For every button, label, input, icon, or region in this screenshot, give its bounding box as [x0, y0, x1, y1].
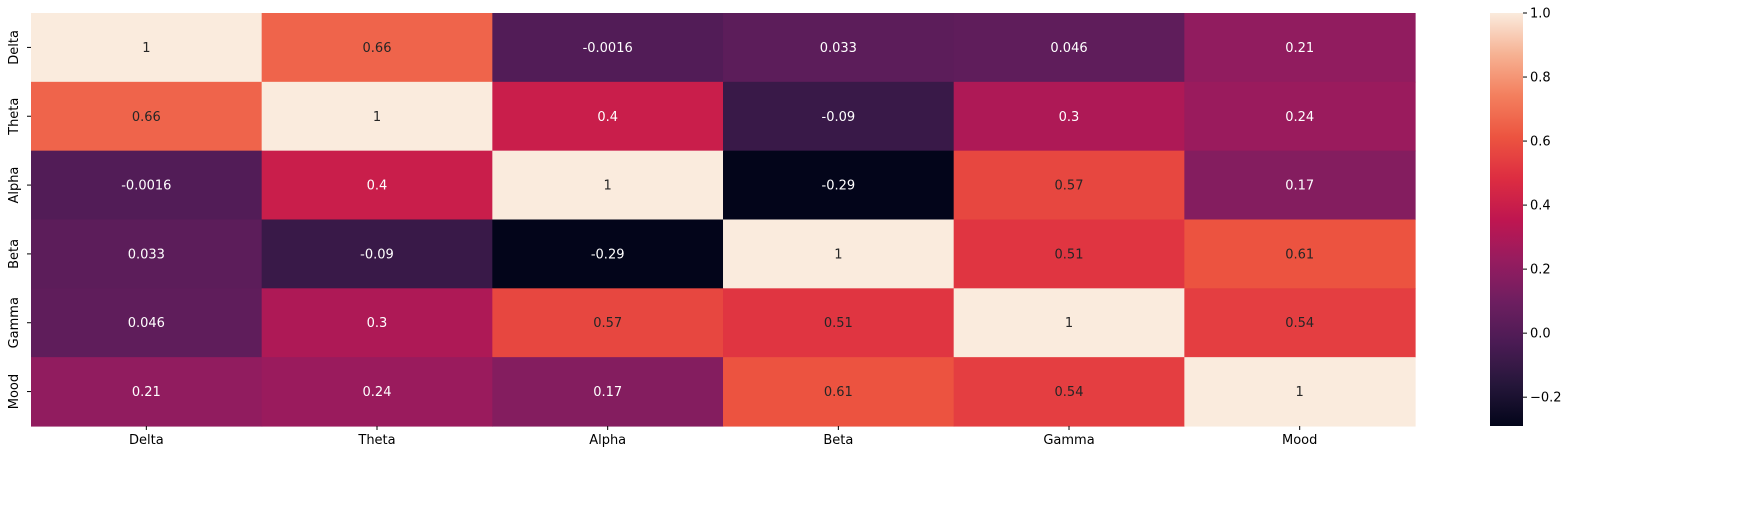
cell-annotation: -0.29: [591, 247, 625, 262]
cell-annotation: 0.24: [363, 385, 392, 400]
cell-annotation: 0.3: [367, 316, 388, 331]
y-tick-label: Gamma: [7, 297, 22, 348]
cell-annotation: 0.24: [1285, 110, 1314, 125]
cell-annotation: 1: [373, 110, 381, 125]
heatmap-cell: [953, 81, 1185, 152]
cell-annotation: 0.4: [367, 179, 388, 194]
heatmap-cell: [953, 13, 1185, 83]
heatmap-cell: [31, 150, 263, 221]
cell-annotation: 0.57: [1055, 179, 1084, 194]
heatmap-cell: [261, 150, 493, 221]
heatmap-cell: [261, 81, 493, 152]
colorbar-tick-label: 0.6: [1530, 135, 1551, 150]
colorbar-tick-label: 0.0: [1530, 327, 1551, 342]
heatmap-cell: [1184, 81, 1416, 152]
cell-annotation: -0.09: [360, 247, 394, 262]
cell-annotation: 0.046: [128, 316, 165, 331]
heatmap-cell: [492, 13, 724, 83]
heatmap-cell: [31, 219, 263, 289]
x-tick-label: Mood: [1282, 433, 1317, 448]
cell-annotation: 0.61: [1285, 247, 1314, 262]
heatmap-cell: [953, 288, 1185, 358]
heatmap-cell: [261, 13, 493, 83]
heatmap-cell: [953, 357, 1185, 427]
heatmap-cell: [261, 288, 493, 358]
heatmap-cell: [492, 219, 724, 289]
heatmap-cell: [723, 288, 955, 358]
heatmap-cell: [492, 288, 724, 358]
cell-annotation: 0.57: [593, 316, 622, 331]
heatmap-cell: [31, 288, 263, 358]
cell-annotation: 0.17: [1285, 179, 1314, 194]
heatmap-cell: [1184, 219, 1416, 289]
cell-annotation: -0.0016: [121, 179, 171, 194]
cell-annotation: 0.51: [1055, 247, 1084, 262]
heatmap-cell: [261, 357, 493, 427]
colorbar-tick-label: 0.8: [1530, 71, 1551, 86]
cell-annotation: 1: [834, 247, 842, 262]
cell-annotation: 1: [604, 179, 612, 194]
cell-annotation: 0.17: [593, 385, 622, 400]
heatmap-cell: [261, 219, 493, 289]
cell-annotation: 1: [1065, 316, 1073, 331]
cell-annotation: 1: [1296, 385, 1304, 400]
colorbar-tick-label: −0.2: [1530, 391, 1562, 406]
y-tick-label: Theta: [7, 98, 22, 136]
heatmap-cells: [31, 13, 1416, 427]
heatmap-cell: [31, 357, 263, 427]
heatmap-cell: [1184, 288, 1416, 358]
cell-annotation: 0.66: [363, 41, 392, 56]
heatmap-cell: [723, 13, 955, 83]
heatmap-cell: [31, 13, 263, 83]
x-axis: Delta Theta Alpha Beta Gamma Mood: [129, 425, 1317, 448]
cell-annotation: -0.29: [822, 179, 856, 194]
cell-annotation: 0.21: [1285, 41, 1314, 56]
cell-annotation: 0.61: [824, 385, 853, 400]
y-tick-label: Beta: [7, 239, 22, 269]
heatmap-cell: [723, 357, 955, 427]
heatmap-cell: [723, 81, 955, 152]
heatmap-cell: [1184, 357, 1416, 427]
heatmap-cell: [723, 219, 955, 289]
colorbar-tick-label: 1.0: [1530, 7, 1551, 22]
cell-annotation: -0.09: [822, 110, 856, 125]
heatmap-cell: [723, 150, 955, 221]
y-tick-label: Alpha: [7, 167, 22, 204]
heatmap-cell: [31, 81, 263, 152]
cell-annotation: 0.033: [128, 247, 165, 262]
cell-annotation: 0.046: [1050, 41, 1087, 56]
x-tick-label: Gamma: [1043, 433, 1094, 448]
cell-annotation: 0.3: [1059, 110, 1080, 125]
cell-annotation: 0.54: [1055, 385, 1084, 400]
heatmap-cell: [953, 150, 1185, 221]
cell-annotation: 0.51: [824, 316, 853, 331]
colorbar-tick-label: 0.4: [1530, 199, 1551, 214]
cell-annotation: 0.54: [1285, 316, 1314, 331]
heatmap-cell: [1184, 13, 1416, 83]
y-tick-label: Mood: [7, 374, 22, 409]
heatmap-cell: [492, 150, 724, 221]
colorbar-gradient: [1490, 13, 1523, 426]
y-axis: Delta Theta Alpha Beta Gamma Mood: [7, 30, 31, 409]
colorbar-tick-label: 0.2: [1530, 263, 1551, 278]
heatmap-cell: [1184, 150, 1416, 221]
x-tick-label: Delta: [129, 433, 164, 448]
cell-annotation: 1: [142, 41, 150, 56]
cell-annotations: 1 0.66 -0.0016 0.033 0.046 0.21 0.66 1 0.4 -0.09 0…: [121, 41, 1314, 400]
x-tick-label: Theta: [357, 433, 395, 448]
cell-annotation: 0.21: [132, 385, 161, 400]
x-tick-label: Alpha: [589, 433, 626, 448]
cell-annotation: 0.033: [820, 41, 857, 56]
heatmap-cell: [492, 81, 724, 152]
cell-annotation: -0.0016: [583, 41, 633, 56]
heatmap-cell: [492, 357, 724, 427]
cell-annotation: 0.66: [132, 110, 161, 125]
x-tick-label: Beta: [823, 433, 853, 448]
cell-annotation: 0.4: [597, 110, 618, 125]
heatmap-cell: [953, 219, 1185, 289]
y-tick-label: Delta: [7, 30, 22, 65]
colorbar: 1.0 0.8 0.6 0.4 0.2 0.0 −0.2: [1490, 7, 1562, 426]
